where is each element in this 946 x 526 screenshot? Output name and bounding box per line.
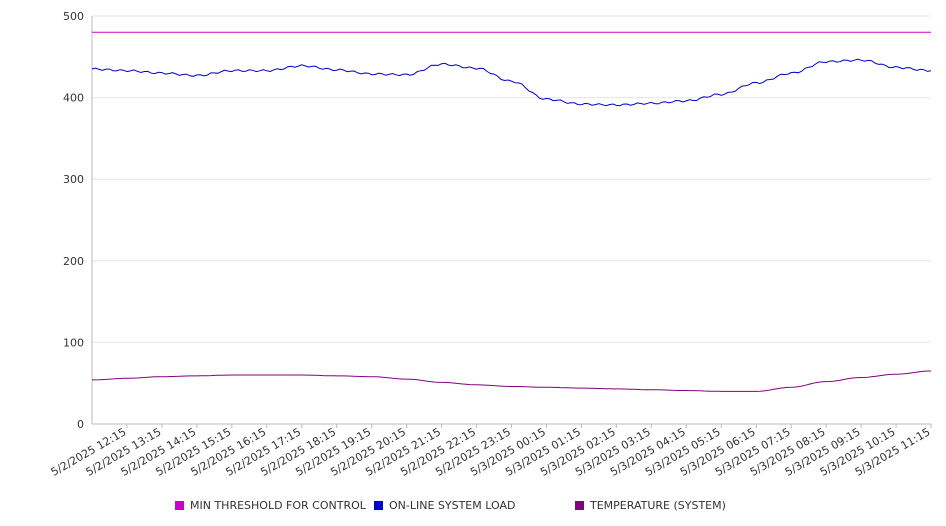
x-tick-labels: 5/2/2025 12:155/2/2025 13:155/2/2025 14:…	[49, 425, 933, 479]
legend-swatch	[175, 501, 184, 510]
grid-lines	[92, 15, 931, 343]
legend-label: TEMPERATURE (SYSTEM)	[590, 499, 726, 512]
legend: MIN THRESHOLD FOR CONTROL ON-LINE SYSTEM …	[0, 499, 946, 513]
series-lines	[91, 31, 932, 392]
legend-item[interactable]: ON-LINE SYSTEM LOAD	[374, 499, 515, 512]
legend-swatch	[575, 501, 584, 510]
legend-label: MIN THRESHOLD FOR CONTROL	[190, 499, 366, 512]
y-tick-labels: 0 100 200 300 400 500	[63, 10, 84, 431]
y-tick-label: 0	[77, 418, 84, 431]
legend-swatch	[374, 501, 383, 510]
series-line-2	[91, 58, 932, 107]
y-tick-label: 200	[63, 255, 84, 268]
y-tick-label: 400	[63, 92, 84, 105]
series-line-3	[92, 370, 931, 392]
legend-item[interactable]: TEMPERATURE (SYSTEM)	[575, 499, 726, 512]
y-tick-label: 500	[63, 10, 84, 23]
y-tick-label: 100	[63, 336, 84, 349]
axes	[91, 16, 932, 428]
legend-label: ON-LINE SYSTEM LOAD	[389, 499, 516, 512]
legend-item[interactable]: MIN THRESHOLD FOR CONTROL	[175, 499, 366, 512]
y-tick-label: 300	[63, 173, 84, 186]
